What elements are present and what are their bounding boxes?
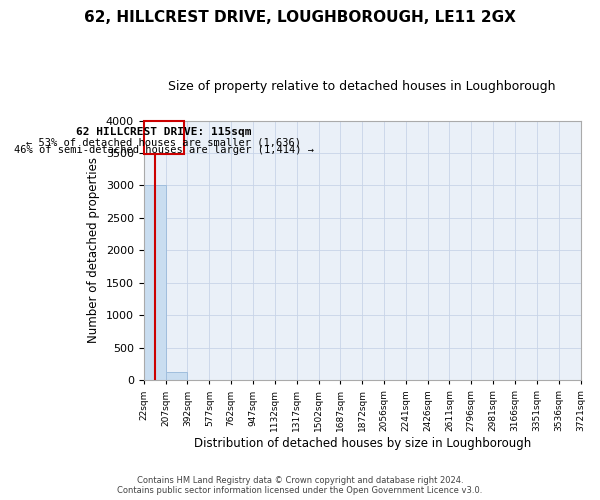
Text: 62 HILLCREST DRIVE: 115sqm: 62 HILLCREST DRIVE: 115sqm <box>76 126 251 136</box>
Bar <box>144 186 166 380</box>
Bar <box>166 372 187 380</box>
FancyBboxPatch shape <box>144 120 184 154</box>
Text: Contains HM Land Registry data © Crown copyright and database right 2024.
Contai: Contains HM Land Registry data © Crown c… <box>118 476 482 495</box>
Text: ← 53% of detached houses are smaller (1,636): ← 53% of detached houses are smaller (1,… <box>26 137 301 147</box>
Text: 62, HILLCREST DRIVE, LOUGHBOROUGH, LE11 2GX: 62, HILLCREST DRIVE, LOUGHBOROUGH, LE11 … <box>84 10 516 25</box>
Title: Size of property relative to detached houses in Loughborough: Size of property relative to detached ho… <box>169 80 556 93</box>
Y-axis label: Number of detached properties: Number of detached properties <box>88 158 100 344</box>
Text: 46% of semi-detached houses are larger (1,414) →: 46% of semi-detached houses are larger (… <box>14 146 314 156</box>
X-axis label: Distribution of detached houses by size in Loughborough: Distribution of detached houses by size … <box>194 437 531 450</box>
